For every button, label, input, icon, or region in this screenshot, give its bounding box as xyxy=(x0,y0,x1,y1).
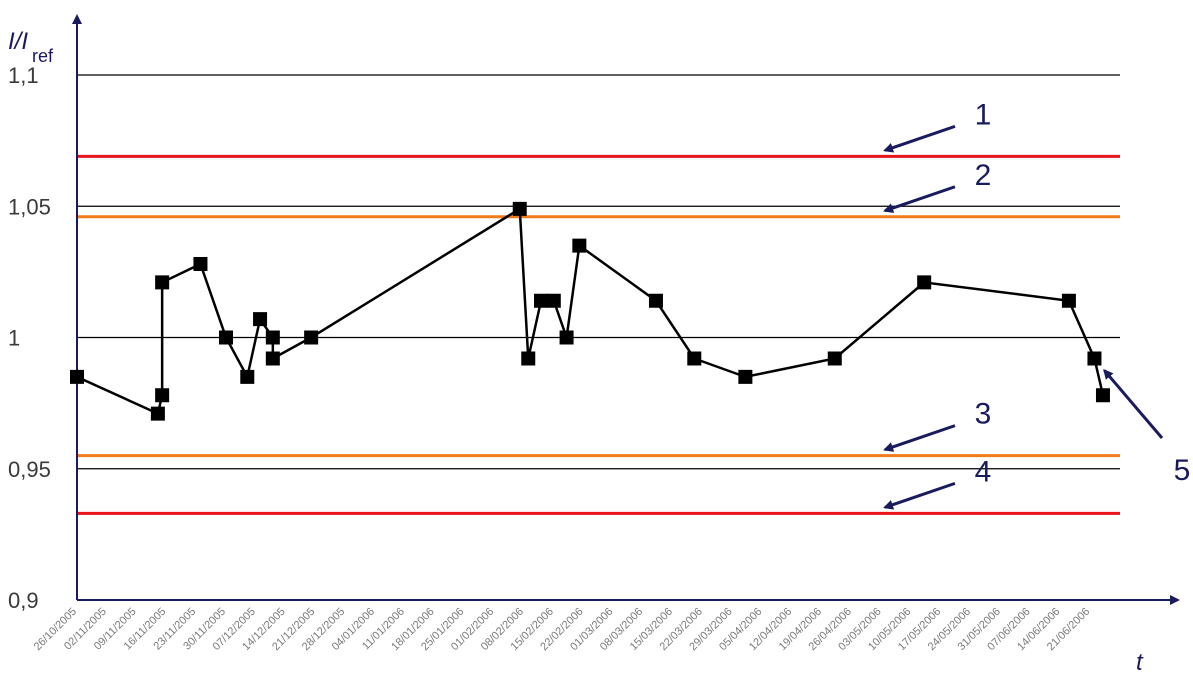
data-point-11 xyxy=(512,201,527,216)
data-point-10 xyxy=(304,330,319,345)
data-point-21 xyxy=(917,275,932,290)
data-point-18 xyxy=(687,351,702,366)
data-point-2 xyxy=(155,388,170,403)
x-axis-label: t xyxy=(1136,649,1144,676)
callouts: 1 2 3 4 5 xyxy=(883,98,1191,510)
data-point-13 xyxy=(534,293,549,308)
series-line-0 xyxy=(76,206,1105,416)
callout-arrow-2 xyxy=(883,185,956,213)
data-point-6 xyxy=(240,369,255,384)
y-axis-label-subscript: ref xyxy=(32,46,54,66)
x-tick-labels: 26/10/200502/11/200509/11/200516/11/2005… xyxy=(32,606,1093,653)
callout-arrow-5 xyxy=(1103,368,1164,439)
callout-label-5: 5 xyxy=(1174,454,1191,487)
data-point-4 xyxy=(193,257,208,271)
data-point-17 xyxy=(648,293,663,308)
data-point-3 xyxy=(155,275,170,290)
y-tick-label-2: 1 xyxy=(8,326,20,351)
data-point-14 xyxy=(546,293,561,308)
data-point-24 xyxy=(1095,388,1110,403)
data-point-23 xyxy=(1087,351,1102,366)
callout-label-1: 1 xyxy=(975,98,992,131)
data-point-8 xyxy=(265,330,280,345)
data-point-12 xyxy=(521,351,536,366)
callout-label-2: 2 xyxy=(975,159,992,192)
y-tick-label-1: 1,05 xyxy=(8,194,51,219)
grid-lines xyxy=(77,74,1120,470)
data-point-0 xyxy=(70,369,84,384)
data-point-15 xyxy=(559,330,574,345)
callout-arrow-4 xyxy=(883,481,956,510)
data-series xyxy=(70,201,1110,421)
data-point-1 xyxy=(150,406,165,421)
data-point-16 xyxy=(572,238,587,253)
y-axis-label: I/I xyxy=(8,28,28,55)
callout-label-3: 3 xyxy=(975,398,992,431)
y-tick-label-3: 0,95 xyxy=(8,457,51,482)
axis-labels: I/I ref t xyxy=(8,28,1144,676)
data-point-5 xyxy=(219,330,233,345)
callout-arrow-3 xyxy=(883,424,956,452)
y-tick-label-0: 1,1 xyxy=(8,63,39,88)
y-tick-label-4: 0,9 xyxy=(8,588,39,613)
data-point-20 xyxy=(827,351,842,366)
data-point-9 xyxy=(265,351,280,366)
callout-label-4: 4 xyxy=(975,455,992,488)
data-point-19 xyxy=(738,369,753,384)
y-tick-labels: 1,1 1,05 1 0,95 0,9 xyxy=(8,63,51,613)
data-point-22 xyxy=(1061,293,1076,308)
axes xyxy=(72,14,1180,605)
limit-lines xyxy=(77,154,1120,515)
callout-arrow-1 xyxy=(883,124,956,153)
data-point-7 xyxy=(253,312,268,327)
